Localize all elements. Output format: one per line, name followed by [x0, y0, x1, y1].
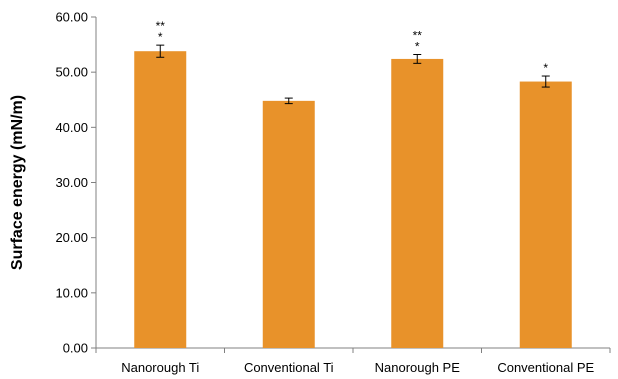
bar: [134, 51, 187, 348]
significance-label: *: [543, 61, 548, 75]
significance-group: *** ****: [156, 19, 549, 75]
x-tick-label: Conventional PE: [497, 360, 594, 375]
bar: [519, 81, 572, 349]
x-tick-label: Conventional Ti: [244, 360, 334, 375]
error-bar: [541, 75, 550, 88]
y-axis-title: Surface energy (mN/m): [9, 95, 26, 270]
y-axis-title-group: Surface energy (mN/m): [9, 95, 26, 270]
tick-labels-group: 0.00 10.00 20.00 30.00 40.00 50.00 60.00 Nanoro…: [55, 10, 594, 376]
error-bar: [413, 54, 422, 64]
bar: [262, 100, 315, 348]
y-tick-label: 30.00: [55, 175, 88, 190]
bar: [391, 58, 444, 348]
x-tick-label: Nanorough PE: [375, 360, 461, 375]
significance-label: **: [156, 19, 166, 33]
bars-group: [134, 51, 572, 349]
significance-label: **: [413, 29, 423, 43]
error-bar: [156, 44, 165, 58]
y-tick-label: 60.00: [55, 10, 88, 25]
y-tick-label: 40.00: [55, 120, 88, 135]
significance-label: *: [158, 30, 163, 44]
y-tick-label: 10.00: [55, 285, 88, 300]
y-tick-label: 0.00: [63, 341, 88, 356]
y-tick-label: 20.00: [55, 230, 88, 245]
significance-label: *: [415, 40, 420, 54]
error-bar: [284, 97, 293, 105]
x-tick-label: Nanorough Ti: [121, 360, 199, 375]
error-bars-group: [156, 44, 550, 105]
y-tick-label: 50.00: [55, 65, 88, 80]
